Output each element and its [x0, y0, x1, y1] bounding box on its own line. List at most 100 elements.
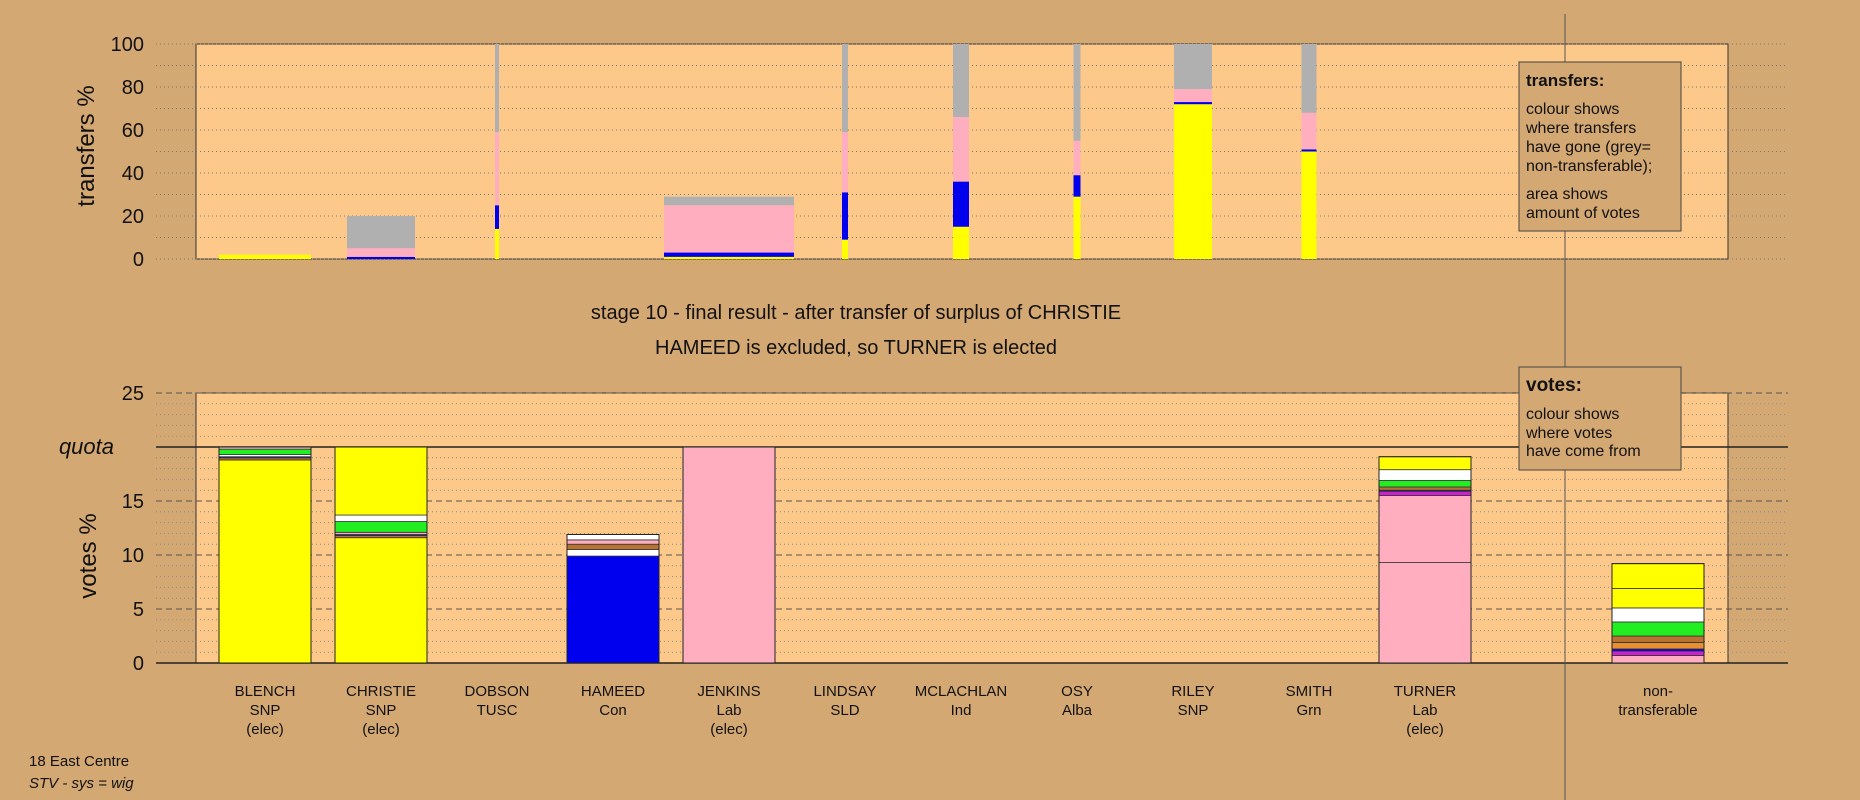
transfers-legend-line: colour shows	[1526, 101, 1619, 118]
transfers-legend: transfers: colour shows where transfers …	[1518, 61, 1682, 232]
vote-bar-segment	[1611, 588, 1705, 609]
candidate-label: SNP	[250, 702, 281, 719]
transfer-bar-segment	[842, 132, 848, 193]
vote-bar-segment	[682, 446, 776, 664]
stage-title: stage 10 - final result - after transfer…	[591, 302, 1121, 324]
votes-bars	[218, 446, 1705, 664]
transfers-y-tick-label: 0	[133, 249, 144, 271]
transfer-bar-segment	[495, 205, 499, 229]
vote-bar-outline	[566, 533, 660, 664]
vote-bar-segment	[566, 534, 660, 541]
vote-bar-segment	[1378, 480, 1472, 488]
votes-legend: votes: colour shows where votes have com…	[1518, 366, 1682, 471]
vote-bar-segment	[566, 555, 660, 664]
candidate-label: (elec)	[710, 721, 748, 738]
transfer-bar-segment	[495, 44, 499, 133]
transfers-gridlines	[156, 43, 1788, 260]
transfer-bar-segment	[1073, 44, 1081, 141]
candidate-label: RILEY	[1171, 683, 1214, 700]
vote-bar-segment	[566, 539, 660, 545]
transfer-bar-segment	[842, 239, 848, 259]
candidate-label: CHRISTIE	[346, 683, 416, 700]
transfer-bar-segment	[1073, 175, 1081, 197]
transfer-bar-segment	[347, 216, 415, 249]
vote-bar-segment	[1611, 642, 1705, 650]
transfer-bar-segment	[842, 192, 848, 240]
candidate-label: SNP	[366, 702, 397, 719]
votes-y-tick-label: 15	[122, 491, 144, 513]
candidate-label: SLD	[830, 702, 859, 719]
candidate-label: Grn	[1296, 702, 1321, 719]
vote-bar-segment	[1611, 650, 1705, 656]
votes-y-axis-label: votes %	[75, 513, 102, 598]
transfers-y-tick-label: 40	[122, 163, 144, 185]
candidate-label: OSY	[1061, 683, 1093, 700]
system-label: STV - sys = wig	[29, 775, 134, 792]
transfer-bar-segment	[219, 254, 311, 259]
stage-subtitle: HAMEED is excluded, so TURNER is elected	[655, 337, 1057, 359]
votes-y-ticks: 0 5 10 15 quota 25	[59, 383, 144, 675]
transfer-bar-segment	[953, 181, 969, 227]
transfer-bar-segment	[664, 196, 794, 206]
transfers-legend-title: transfers:	[1526, 71, 1604, 90]
vote-bar-outline	[1611, 563, 1705, 664]
vote-bar-segment	[1611, 621, 1705, 637]
votes-gridlines	[156, 392, 1788, 664]
candidate-label: DOBSON	[464, 683, 529, 700]
vote-bar-segment	[334, 521, 428, 533]
transfer-bar-segment	[495, 132, 499, 206]
candidate-label: (elec)	[1406, 721, 1444, 738]
transfers-legend-line: area shows	[1526, 186, 1608, 203]
transfer-bar-segment	[842, 44, 848, 133]
votes-legend-line: colour shows	[1526, 406, 1619, 423]
candidate-label: (elec)	[362, 721, 400, 738]
transfers-legend-line: where transfers	[1525, 120, 1636, 137]
candidate-label: SNP	[1178, 702, 1209, 719]
candidate-label: Lab	[716, 702, 741, 719]
ward-label: 18 East Centre	[29, 753, 129, 770]
transfers-y-axis-label: transfers %	[73, 85, 100, 206]
transfer-bar-segment	[664, 205, 794, 253]
candidate-label: Lab	[1412, 702, 1437, 719]
candidate-label: TURNER	[1394, 683, 1457, 700]
vote-bar-outline	[1378, 456, 1472, 664]
candidate-label: non-	[1643, 683, 1673, 700]
vote-bar-segment	[1378, 490, 1472, 496]
vote-bar-segment	[1378, 562, 1472, 664]
votes-legend-title: votes:	[1526, 375, 1582, 396]
votes-plot-area	[195, 392, 1729, 664]
transfers-y-ticks: 0 20 40 60 80 100	[111, 34, 144, 271]
transfer-bar-segment	[1174, 44, 1212, 90]
transfers-y-tick-label: 80	[122, 77, 144, 99]
votes-y-tick-label: 5	[133, 599, 144, 621]
vote-bar-segment	[1378, 486, 1472, 491]
votes-legend-line: have come from	[1526, 443, 1641, 460]
transfer-bar-segment	[1174, 89, 1212, 103]
transfers-legend-line: non-transferable);	[1526, 158, 1652, 175]
vote-bar-segment	[566, 549, 660, 557]
candidate-label: HAMEED	[581, 683, 645, 700]
transfer-bar-segment	[1301, 149, 1317, 152]
transfers-legend-line: amount of votes	[1526, 205, 1640, 222]
candidate-label: Ind	[951, 702, 972, 719]
votes-legend-line: where votes	[1525, 425, 1612, 442]
transfer-bar-segment	[347, 256, 415, 259]
vote-bar-segment	[1611, 563, 1705, 589]
candidate-label: Alba	[1062, 702, 1093, 719]
vote-bar-outline	[334, 446, 428, 664]
transfer-bar-segment	[1301, 44, 1317, 113]
votes-x-labels: BLENCH SNP (elec) CHRISTIE SNP (elec) DOBSON TU…	[235, 683, 1698, 738]
transfer-bar-segment	[664, 256, 794, 259]
transfer-bar-segment	[953, 44, 969, 118]
transfer-bar-segment	[664, 252, 794, 257]
vote-bar-segment	[1611, 607, 1705, 623]
transfers-legend-line: have gone (grey=	[1526, 139, 1651, 156]
transfer-bar-segment	[1073, 140, 1081, 176]
candidate-label: JENKINS	[697, 683, 760, 700]
transfers-y-tick-label: 20	[122, 206, 144, 228]
transfer-bar-segment	[1174, 102, 1212, 105]
vote-bar-segment	[218, 448, 312, 455]
transfer-bar-segment	[1174, 104, 1212, 259]
candidate-label: LINDSAY	[813, 683, 876, 700]
transfer-bar-segment	[1073, 196, 1081, 259]
